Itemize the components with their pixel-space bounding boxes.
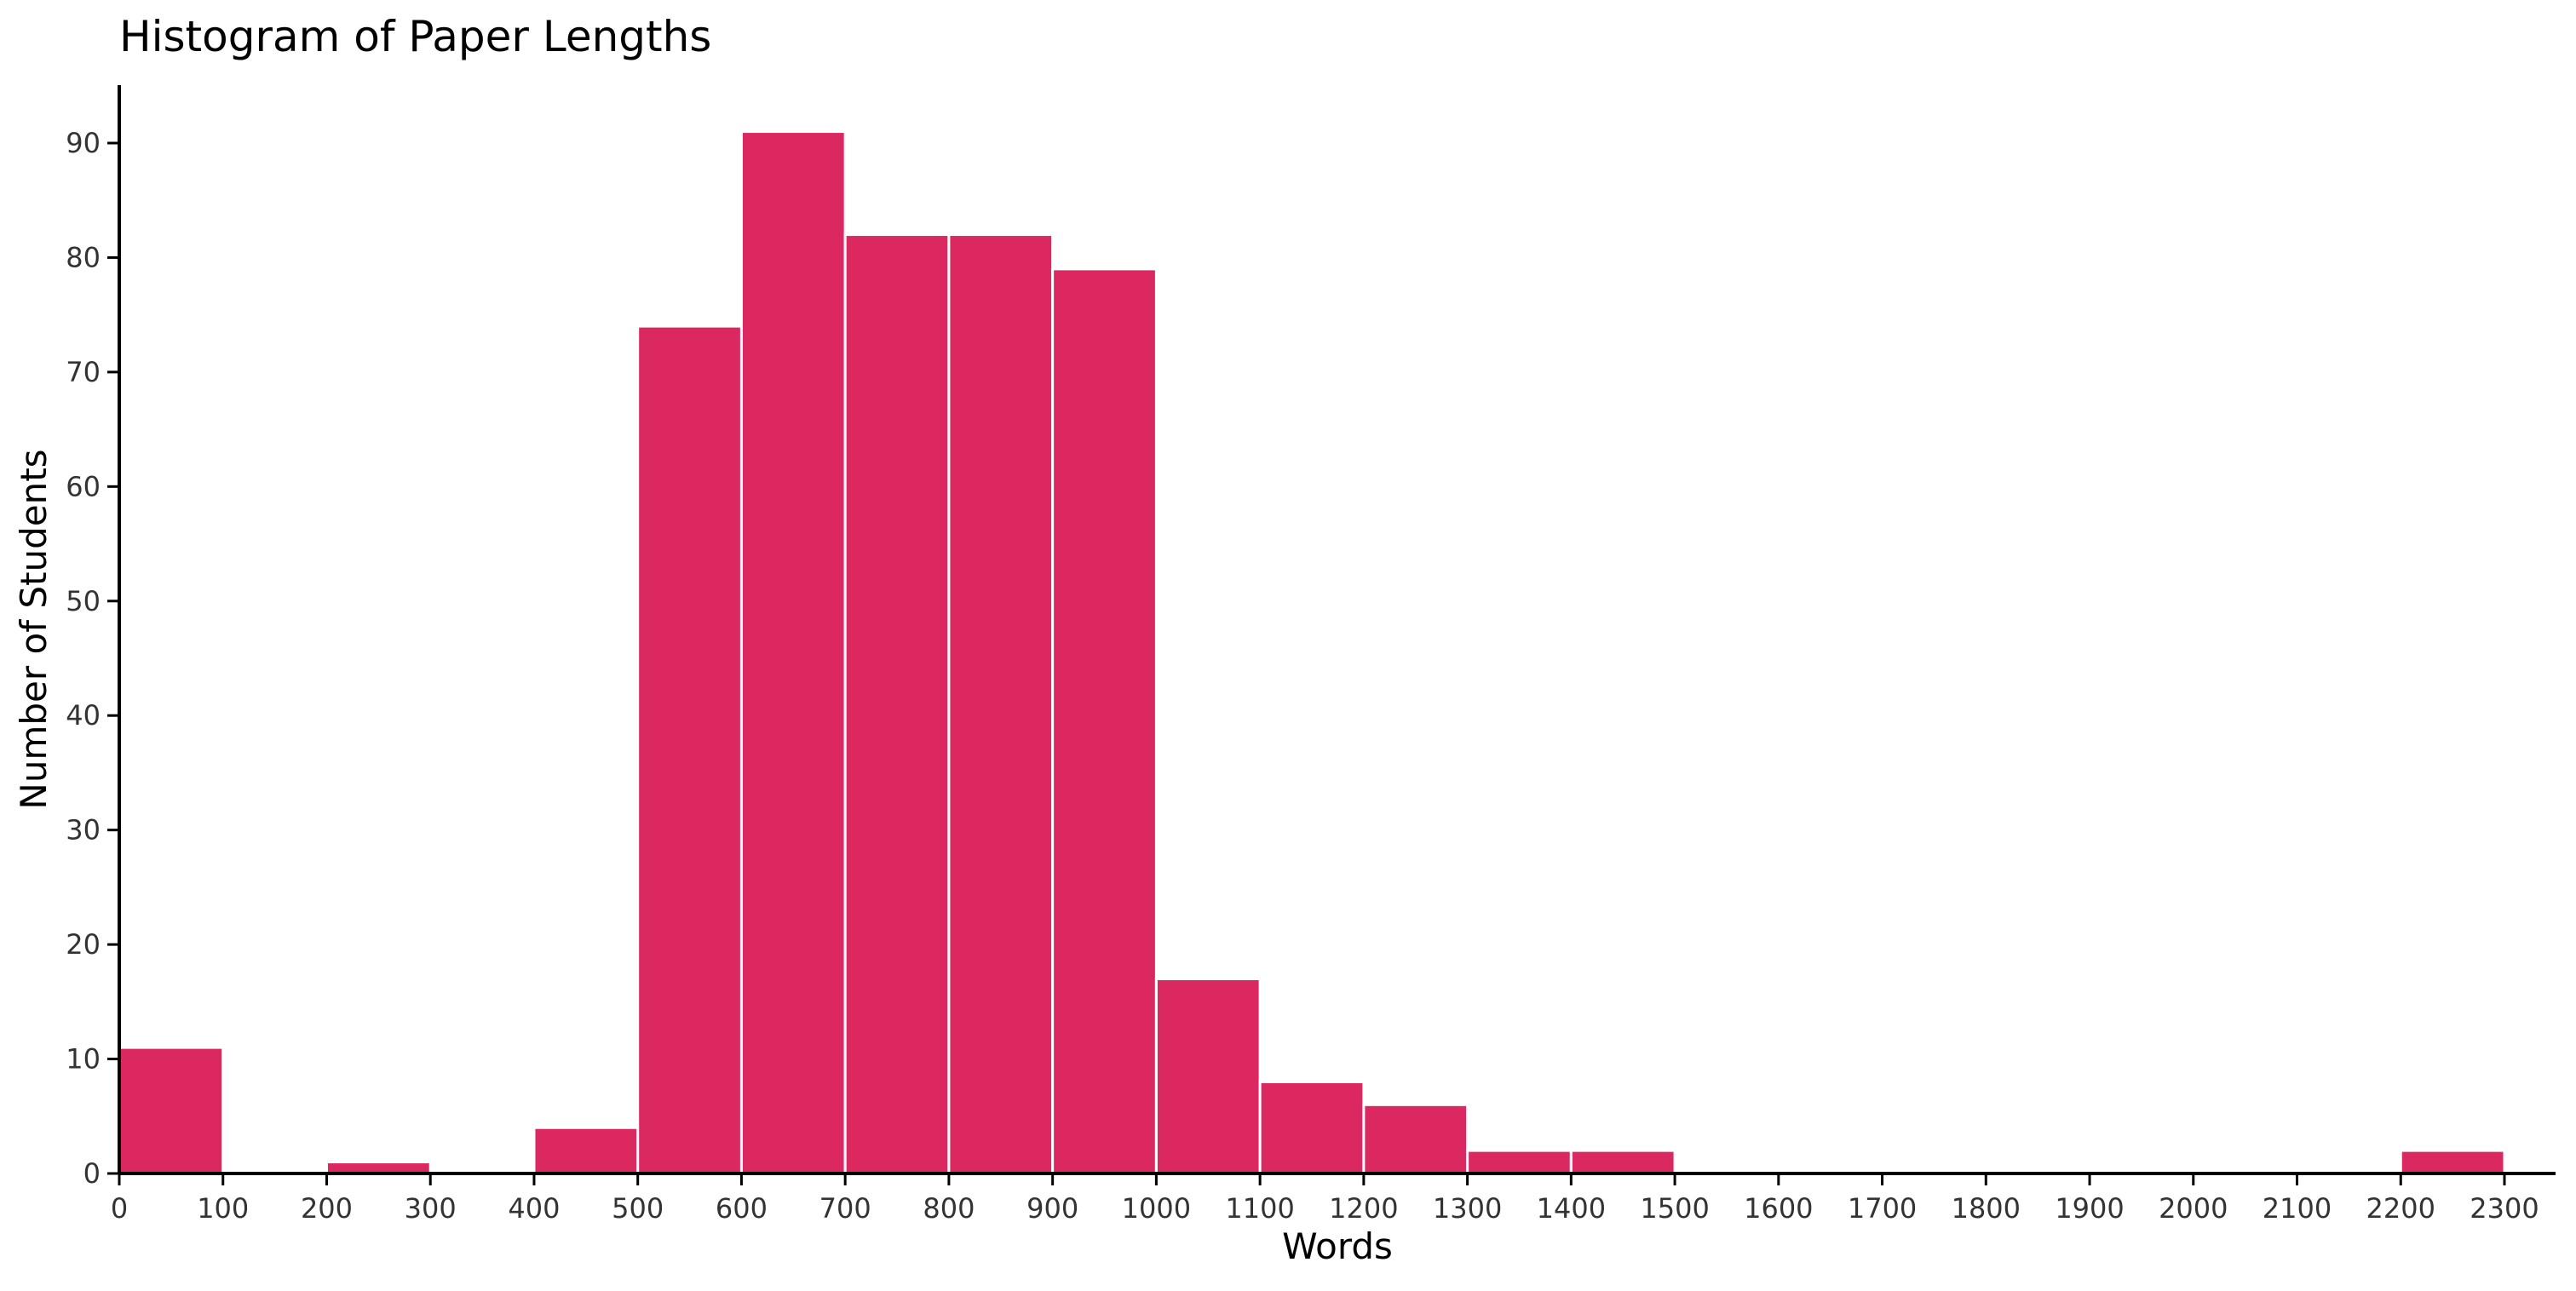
- y-tick-label: 20: [66, 928, 101, 961]
- x-tick-label: 800: [923, 1192, 975, 1225]
- x-tick-label: 1000: [1122, 1192, 1191, 1225]
- x-tick-label: 2200: [2366, 1192, 2435, 1225]
- y-axis-title: Number of Students: [13, 449, 55, 809]
- chart-title: Histogram of Paper Lengths: [119, 12, 711, 61]
- y-tick-label: 30: [66, 814, 101, 846]
- x-tick-label: 1800: [1952, 1192, 2021, 1225]
- histogram-bar: [636, 324, 743, 1175]
- x-tick-label: 1400: [1537, 1192, 1606, 1225]
- x-tick-label: 1600: [1744, 1192, 1813, 1225]
- histogram-bar: [739, 130, 847, 1175]
- y-tick-label: 0: [83, 1157, 101, 1190]
- y-tick-label: 40: [66, 699, 101, 732]
- x-tick-label: 2300: [2470, 1192, 2539, 1225]
- x-tick-label: 1200: [1329, 1192, 1398, 1225]
- axes-layer: [118, 85, 2556, 1175]
- x-tick-label: 600: [716, 1192, 768, 1225]
- histogram-bar: [1258, 1080, 1366, 1175]
- histogram-bar: [2399, 1149, 2506, 1175]
- x-axis-ticks: 0 100 200 300 400 500 600 700 800 900 1000 1100 1200…: [111, 1173, 2539, 1225]
- histogram-bar: [843, 233, 951, 1175]
- x-tick-label: 1700: [1848, 1192, 1917, 1225]
- histogram-bar: [947, 233, 1055, 1175]
- x-tick-label: 900: [1026, 1192, 1078, 1225]
- histogram-bar: [325, 1161, 432, 1175]
- y-tick-label: 60: [66, 470, 101, 502]
- x-tick-label: 2100: [2263, 1192, 2332, 1225]
- histogram-bar: [1362, 1103, 1469, 1175]
- x-tick-label: 1100: [1225, 1192, 1294, 1225]
- x-tick-label: 200: [301, 1192, 353, 1225]
- y-tick-label: 50: [66, 585, 101, 617]
- x-axis-title: Words: [1282, 1225, 1393, 1267]
- histogram-bar: [1051, 267, 1158, 1175]
- x-tick-label: 300: [405, 1192, 457, 1225]
- histogram-bar: [532, 1126, 640, 1175]
- y-axis-ticks: 0 10 20 30 40 50 60 70 80 90: [66, 127, 119, 1190]
- y-tick-label: 90: [66, 127, 101, 159]
- y-tick-label: 70: [66, 356, 101, 388]
- histogram-bar: [1569, 1149, 1676, 1175]
- histogram-bar: [1466, 1149, 1573, 1175]
- x-tick-label: 1900: [2055, 1192, 2124, 1225]
- y-tick-label: 80: [66, 241, 101, 273]
- x-tick-label: 500: [612, 1192, 664, 1225]
- x-tick-label: 700: [819, 1192, 871, 1225]
- x-tick-label: 100: [197, 1192, 249, 1225]
- x-tick-label: 1300: [1433, 1192, 1502, 1225]
- y-tick-label: 10: [66, 1043, 101, 1076]
- histogram-bar: [118, 1046, 225, 1175]
- x-tick-label: 2000: [2159, 1192, 2228, 1225]
- histogram-bar: [1154, 977, 1262, 1175]
- x-tick-label: 0: [111, 1192, 128, 1225]
- x-tick-label: 400: [508, 1192, 560, 1225]
- x-tick-label: 1500: [1640, 1192, 1709, 1225]
- bars-layer: [118, 130, 2506, 1175]
